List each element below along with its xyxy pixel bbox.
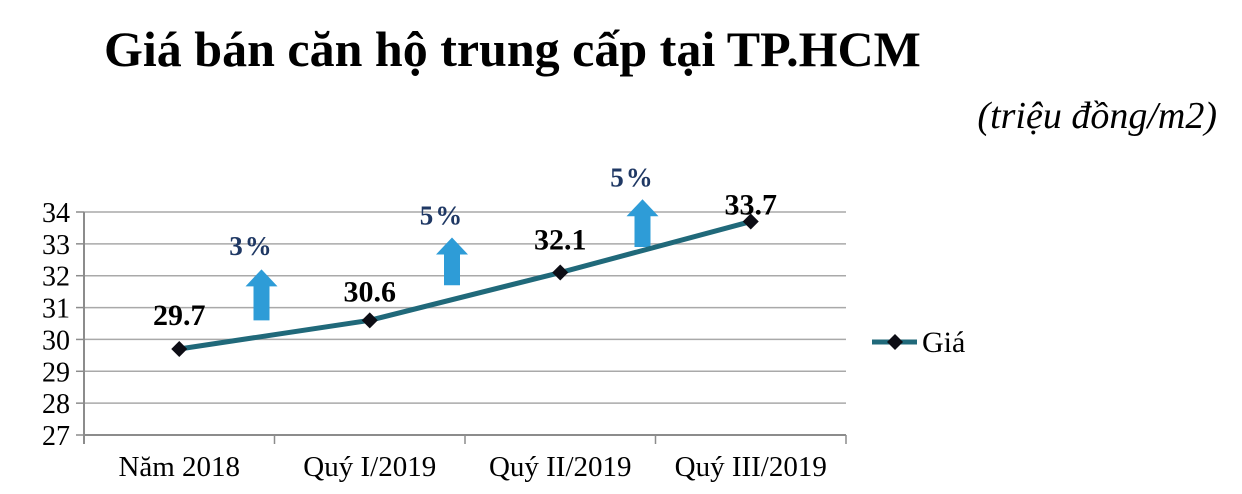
y-axis-tick-label: 28: [42, 389, 70, 420]
price-series-line: [178, 219, 752, 352]
data-point-label: 32.1: [534, 224, 587, 257]
data-point-label: 30.6: [344, 275, 397, 308]
x-axis-category-label: Quý I/2019: [303, 451, 436, 483]
data-point-label: 29.7: [153, 299, 206, 332]
x-axis-category-label: Năm 2018: [118, 451, 240, 483]
growth-annotation-label: 5%: [420, 201, 465, 231]
y-axis-tick-label: 31: [42, 294, 70, 325]
y-axis-tick-label: 33: [42, 230, 70, 261]
chart-unit-subtitle: (triệu đồng/m2): [977, 95, 1217, 137]
chart-title: Giá bán căn hộ trung cấp tại TP.HCM: [104, 21, 921, 77]
y-axis-tick-label: 29: [42, 357, 70, 388]
growth-up-arrow-icon: [626, 199, 659, 248]
x-axis-category-label: Quý II/2019: [489, 451, 632, 483]
y-axis-tick-label: 30: [42, 325, 70, 356]
growth-annotation-label: 3%: [229, 231, 274, 261]
y-axis-tick-label: 34: [42, 198, 70, 229]
y-axis-tick-label: 27: [42, 421, 70, 452]
data-point-marker: [552, 264, 569, 281]
growth-annotation-label: 5%: [610, 163, 655, 193]
y-axis-tick-label: 32: [42, 262, 70, 293]
data-point-marker: [361, 312, 378, 329]
legend-series-label: Giá: [922, 326, 965, 359]
growth-up-arrow-icon: [245, 269, 278, 321]
legend-marker-diamond-icon: [887, 334, 903, 350]
data-point-marker: [742, 213, 759, 230]
x-axis-category-label: Quý III/2019: [675, 451, 827, 483]
data-point-marker: [171, 340, 188, 357]
data-point-label: 33.7: [725, 189, 778, 222]
growth-up-arrow-icon: [436, 237, 468, 286]
